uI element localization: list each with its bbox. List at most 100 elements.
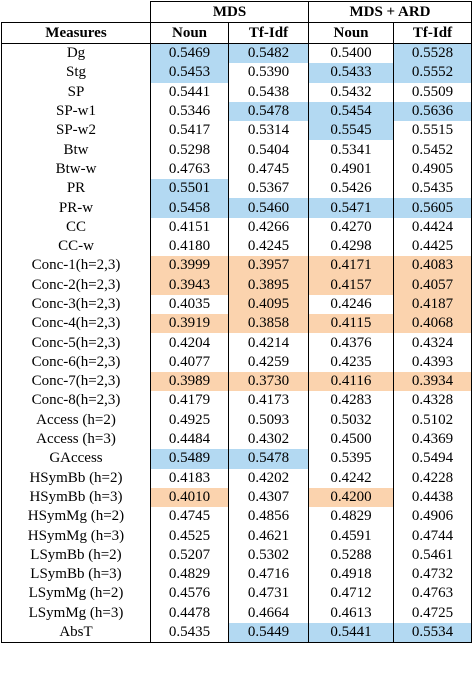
value-cell-noun-mds: 0.4829 xyxy=(150,565,229,585)
value-cell-tfidf-mds: 0.4745 xyxy=(228,159,309,180)
value-cell-tfidf-ard: 0.4725 xyxy=(393,603,472,623)
table-row: Conc-4(h=2,3) 0.3919 0.3858 0.4115 0.4068 xyxy=(1,314,472,334)
group-header-mds-ard: MDS + ARD xyxy=(308,1,472,23)
value-cell-tfidf-mds: 0.4266 xyxy=(228,217,309,237)
value-cell-noun-mds: 0.4525 xyxy=(150,526,229,546)
value-cell-noun-mds: 0.4745 xyxy=(150,507,229,527)
value-cell-noun-mds: 0.3919 xyxy=(150,314,229,334)
table-row: HSymMg (h=3) 0.4525 0.4621 0.4591 0.4744 xyxy=(1,526,472,546)
value-cell-noun-mds: 0.5458 xyxy=(150,198,229,218)
table-row: Conc-7(h=2,3) 0.3989 0.3730 0.4116 0.3934 xyxy=(1,372,472,392)
value-cell-noun-mds: 0.4180 xyxy=(150,236,229,257)
table-row: HSymMg (h=2) 0.4745 0.4856 0.4829 0.4906 xyxy=(1,507,472,527)
value-cell-tfidf-mds: 0.5404 xyxy=(228,140,309,160)
value-cell-noun-ard: 0.4115 xyxy=(308,314,394,334)
measure-name-cell: GAccess xyxy=(1,449,151,469)
value-cell-noun-mds: 0.4925 xyxy=(150,410,229,430)
measure-name-cell: AbsT xyxy=(1,622,151,644)
value-cell-tfidf-ard: 0.5605 xyxy=(393,198,472,218)
column-header-noun-ard: Noun xyxy=(308,22,394,44)
value-cell-tfidf-mds: 0.4214 xyxy=(228,333,309,353)
measure-name-cell: Access (h=2) xyxy=(1,410,151,430)
value-cell-tfidf-ard: 0.5515 xyxy=(393,121,472,141)
table-row: PR-w 0.5458 0.5460 0.5471 0.5605 xyxy=(1,198,472,218)
measure-name-cell: Conc-2(h=2,3) xyxy=(1,275,151,295)
table-row: Conc-6(h=2,3) 0.4077 0.4259 0.4235 0.4393 xyxy=(1,352,472,373)
table-row: Btw-w 0.4763 0.4745 0.4901 0.4905 xyxy=(1,159,472,180)
value-cell-tfidf-ard: 0.5552 xyxy=(393,63,472,83)
column-header-tfidf-ard: Tf-Idf xyxy=(393,22,472,44)
measure-name-cell: PR-w xyxy=(1,198,151,218)
value-cell-tfidf-ard: 0.4393 xyxy=(393,352,472,373)
value-cell-tfidf-ard: 0.4906 xyxy=(393,507,472,527)
value-cell-tfidf-ard: 0.5435 xyxy=(393,179,472,199)
value-cell-tfidf-ard: 0.3934 xyxy=(393,372,472,392)
value-cell-noun-ard: 0.5032 xyxy=(308,410,394,430)
measure-name-cell: Conc-6(h=2,3) xyxy=(1,352,151,373)
measure-name-cell: Conc-1(h=2,3) xyxy=(1,256,151,276)
table-row: Stg 0.5453 0.5390 0.5433 0.5552 xyxy=(1,63,472,83)
value-cell-noun-ard: 0.4270 xyxy=(308,217,394,237)
value-cell-tfidf-ard: 0.4328 xyxy=(393,391,472,411)
value-cell-tfidf-mds: 0.4095 xyxy=(228,294,309,315)
results-table-container: MDS MDS + ARD Measures Noun Tf-Idf Noun … xyxy=(1,1,472,644)
measure-name-cell: HSymMg (h=3) xyxy=(1,526,151,546)
table-row: CC-w 0.4180 0.4245 0.4298 0.4425 xyxy=(1,236,472,257)
value-cell-noun-mds: 0.4151 xyxy=(150,217,229,237)
value-cell-noun-mds: 0.4077 xyxy=(150,352,229,373)
measure-name-cell: Stg xyxy=(1,63,151,83)
value-cell-noun-mds: 0.4478 xyxy=(150,603,229,623)
value-cell-noun-ard: 0.4591 xyxy=(308,526,394,546)
corner-cell xyxy=(1,1,151,23)
value-cell-tfidf-ard: 0.4732 xyxy=(393,565,472,585)
value-cell-tfidf-mds: 0.5367 xyxy=(228,179,309,199)
value-cell-noun-mds: 0.4484 xyxy=(150,429,229,450)
value-cell-tfidf-ard: 0.5452 xyxy=(393,140,472,160)
value-cell-tfidf-ard: 0.4438 xyxy=(393,487,472,508)
results-table: MDS MDS + ARD Measures Noun Tf-Idf Noun … xyxy=(1,1,472,644)
value-cell-noun-ard: 0.4376 xyxy=(308,333,394,353)
value-cell-tfidf-mds: 0.4716 xyxy=(228,565,309,585)
table-body: Dg 0.5469 0.5482 0.5400 0.5528 Stg 0.5453 0.539… xyxy=(1,43,472,644)
value-cell-tfidf-ard: 0.5534 xyxy=(393,622,472,644)
group-header-row: MDS MDS + ARD xyxy=(1,1,472,23)
table-row: LSymBb (h=2) 0.5207 0.5302 0.5288 0.5461 xyxy=(1,545,472,566)
value-cell-tfidf-mds: 0.3957 xyxy=(228,256,309,276)
table-row: CC 0.4151 0.4266 0.4270 0.4424 xyxy=(1,217,472,237)
value-cell-tfidf-mds: 0.3858 xyxy=(228,314,309,334)
table-row: Conc-8(h=2,3) 0.4179 0.4173 0.4283 0.4328 xyxy=(1,391,472,411)
value-cell-noun-ard: 0.5471 xyxy=(308,198,394,218)
value-cell-noun-mds: 0.5207 xyxy=(150,545,229,566)
table-row: AbsT 0.5435 0.5449 0.5441 0.5534 xyxy=(1,622,472,644)
table-row: HSymBb (h=2) 0.4183 0.4202 0.4242 0.4228 xyxy=(1,468,472,488)
value-cell-tfidf-mds: 0.5482 xyxy=(228,43,309,64)
table-row: Btw 0.5298 0.5404 0.5341 0.5452 xyxy=(1,140,472,160)
value-cell-tfidf-ard: 0.5102 xyxy=(393,410,472,430)
value-cell-tfidf-ard: 0.4228 xyxy=(393,468,472,488)
table-row: Conc-1(h=2,3) 0.3999 0.3957 0.4171 0.4083 xyxy=(1,256,472,276)
value-cell-noun-mds: 0.3943 xyxy=(150,275,229,295)
value-cell-noun-ard: 0.4613 xyxy=(308,603,394,623)
value-cell-noun-ard: 0.4171 xyxy=(308,256,394,276)
table-row: HSymBb (h=3) 0.4010 0.4307 0.4200 0.4438 xyxy=(1,487,472,508)
table-row: LSymMg (h=3) 0.4478 0.4664 0.4613 0.4725 xyxy=(1,603,472,623)
measure-name-cell: Btw-w xyxy=(1,159,151,180)
value-cell-tfidf-ard: 0.5461 xyxy=(393,545,472,566)
value-cell-noun-ard: 0.4235 xyxy=(308,352,394,373)
measure-name-cell: LSymMg (h=2) xyxy=(1,584,151,604)
value-cell-noun-ard: 0.4298 xyxy=(308,236,394,257)
value-cell-tfidf-mds: 0.4259 xyxy=(228,352,309,373)
value-cell-noun-ard: 0.5441 xyxy=(308,622,394,644)
table-row: Conc-5(h=2,3) 0.4204 0.4214 0.4376 0.4324 xyxy=(1,333,472,353)
value-cell-tfidf-mds: 0.5478 xyxy=(228,101,309,122)
table-row: Access (h=3) 0.4484 0.4302 0.4500 0.4369 xyxy=(1,429,472,450)
value-cell-tfidf-ard: 0.4424 xyxy=(393,217,472,237)
value-cell-noun-mds: 0.4183 xyxy=(150,468,229,488)
measure-name-cell: LSymBb (h=3) xyxy=(1,565,151,585)
table-row: SP-w1 0.5346 0.5478 0.5454 0.5636 xyxy=(1,101,472,122)
value-cell-tfidf-ard: 0.4763 xyxy=(393,584,472,604)
value-cell-tfidf-mds: 0.4202 xyxy=(228,468,309,488)
measure-name-cell: HSymMg (h=2) xyxy=(1,507,151,527)
value-cell-noun-mds: 0.4035 xyxy=(150,294,229,315)
value-cell-noun-mds: 0.3989 xyxy=(150,372,229,392)
